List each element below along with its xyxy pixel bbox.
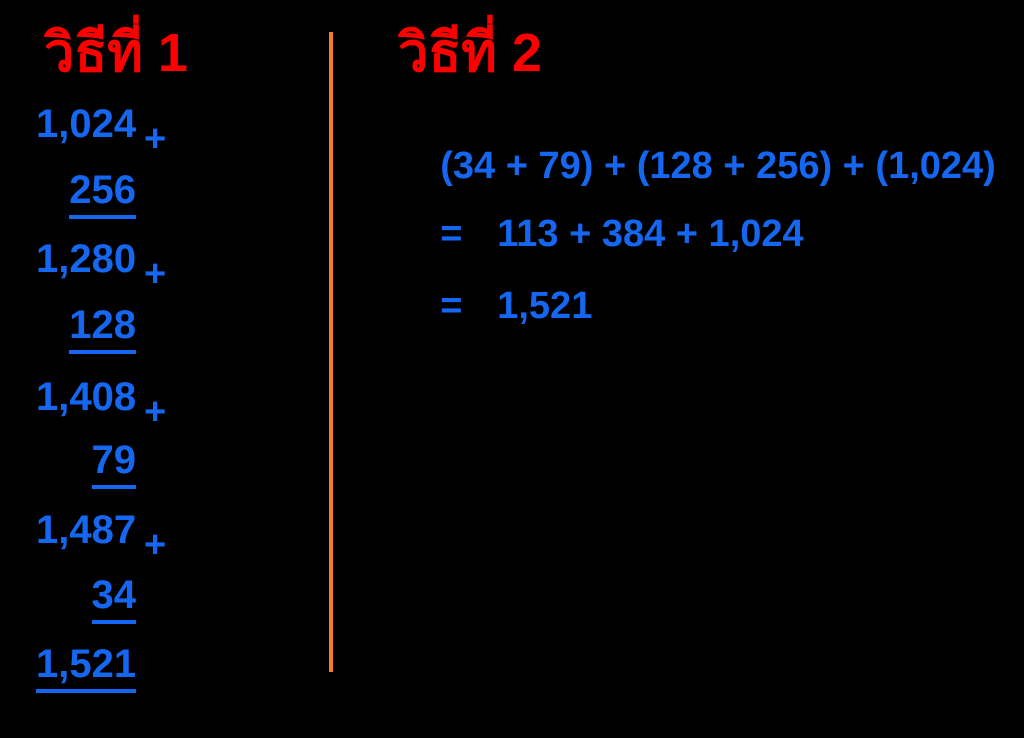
addend-value: 256 — [36, 167, 136, 219]
sum-line: 79 — [36, 437, 136, 489]
expression-value: (34 + 79) + (128 + 256) + (1,024) — [440, 144, 996, 187]
sum-line: 128 — [36, 302, 136, 354]
addend-value: 1,487 — [36, 508, 137, 552]
plus-operator: + — [144, 118, 167, 160]
column-divider-line — [329, 32, 333, 672]
expression-value: 1,521 — [497, 284, 593, 327]
sum-line: 1,280 + — [36, 236, 166, 295]
addend-value: 34 — [36, 572, 136, 624]
sum-line: 1,487 + — [36, 507, 166, 566]
plus-operator: + — [144, 391, 167, 433]
method1-title: วิธีที่ 1 — [44, 23, 188, 83]
addend-value: 1,024 — [36, 102, 137, 146]
result-value: 1,521 — [36, 641, 137, 693]
sum-line: 34 — [36, 572, 136, 624]
expression-value: 113 + 384 + 1,024 — [497, 212, 804, 255]
sum-line: 256 — [36, 167, 136, 219]
method2-title: วิธีที่ 2 — [398, 23, 542, 83]
addend-value: 1,280 — [36, 237, 137, 281]
plus-operator: + — [144, 253, 167, 295]
expression-line: = 113 + 384 + 1,024 — [398, 169, 804, 300]
addend-value: 79 — [36, 437, 136, 489]
equals-sign: = — [440, 212, 463, 255]
sum-line: 1,408 + — [36, 374, 166, 433]
result-line: 1,521 — [36, 641, 137, 693]
expression-line: (34 + 79) + (128 + 256) + (1,024) — [398, 101, 996, 232]
addend-value: 128 — [36, 302, 136, 354]
addend-value: 1,408 — [36, 375, 137, 419]
sum-line: 1,024 + — [36, 101, 166, 160]
expression-line: = 1,521 — [398, 241, 592, 372]
equals-sign: = — [440, 284, 463, 327]
plus-operator: + — [144, 524, 167, 566]
